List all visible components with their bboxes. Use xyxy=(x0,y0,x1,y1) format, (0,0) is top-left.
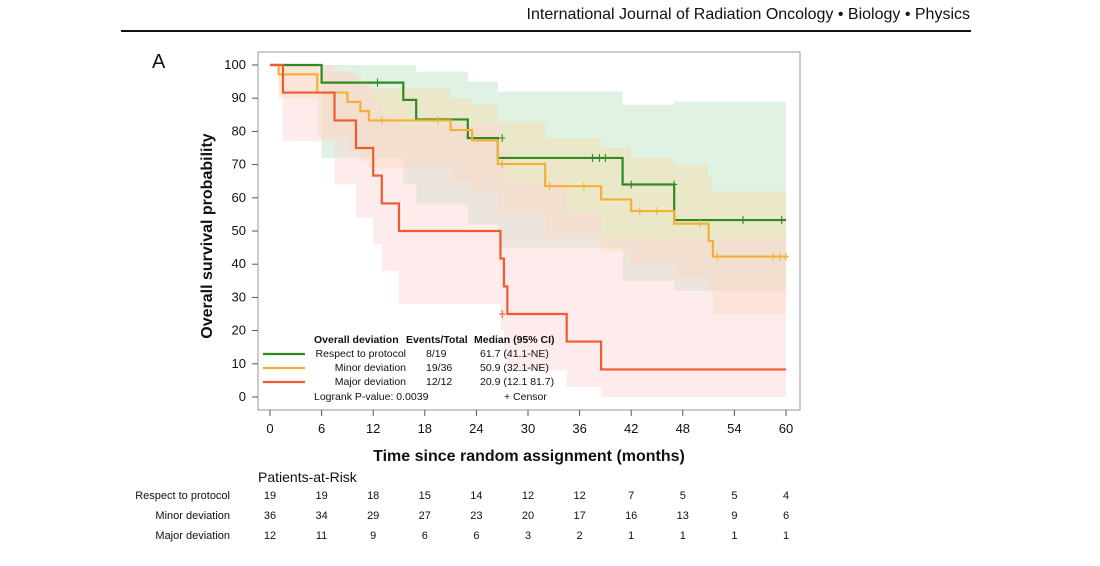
ci-band-1 xyxy=(270,65,786,314)
risk-cell: 23 xyxy=(470,510,483,522)
legend-series-median: 20.9 (12.1 81.7) xyxy=(480,376,554,388)
y-tick-label: 80 xyxy=(232,123,246,138)
risk-cell: 9 xyxy=(731,510,738,522)
risk-cell: 5 xyxy=(731,490,738,502)
legend-header-events: Events/Total xyxy=(406,334,468,346)
risk-cell: 6 xyxy=(473,530,480,542)
risk-cell: 3 xyxy=(524,530,532,542)
y-axis-label: Overall survival probability xyxy=(199,133,216,339)
x-tick-label: 42 xyxy=(624,421,638,436)
risk-row-label: Minor deviation xyxy=(155,510,230,522)
risk-cell: 1 xyxy=(731,530,738,542)
risk-cell: 12 xyxy=(521,490,535,502)
x-tick-label: 6 xyxy=(318,421,325,436)
y-tick-label: 90 xyxy=(232,90,246,105)
x-tick-label: 54 xyxy=(727,421,741,436)
panel-label: A xyxy=(152,51,166,73)
axes: 0 10 20 30 40 50 60 70 80 90 100 0 6 12 18 24 30 36 42 48 54… xyxy=(224,57,793,436)
y-tick-label: 100 xyxy=(224,57,246,72)
legend-header-median: Median (95% CI) xyxy=(474,334,555,346)
y-tick-label: 50 xyxy=(232,223,246,238)
risk-cell: 9 xyxy=(370,530,377,542)
survival-curve-1 xyxy=(270,63,786,258)
legend-series-median: 61.7 (41.1-NE) xyxy=(480,348,549,360)
risk-cell: 1 xyxy=(679,530,686,542)
legend-series-median: 50.9 (32.1-NE) xyxy=(480,362,549,374)
x-tick-label: 24 xyxy=(469,421,483,436)
risk-cell: 29 xyxy=(367,510,380,522)
x-tick-label: 48 xyxy=(676,421,690,436)
risk-cell: 17 xyxy=(573,510,586,522)
y-tick-label: 70 xyxy=(232,157,246,172)
risk-cell: 34 xyxy=(315,510,328,522)
risk-cell: 19 xyxy=(315,490,328,502)
y-tick-label: 0 xyxy=(239,389,246,404)
risk-cell: 13 xyxy=(676,510,689,522)
legend-censor: + Censor xyxy=(504,391,547,403)
x-tick-label: 60 xyxy=(779,421,793,436)
risk-cell: 36 xyxy=(263,510,277,522)
survival-curve-0 xyxy=(270,63,786,222)
y-tick-label: 40 xyxy=(232,256,246,271)
y-tick-label: 10 xyxy=(232,356,246,371)
y-tick-label: 30 xyxy=(232,289,246,304)
legend-logrank: Logrank P-value: 0.0039 xyxy=(314,391,429,403)
legend-series-events: 12/12 xyxy=(426,376,452,388)
risk-cell: 12 xyxy=(263,530,277,542)
risk-cell: 20 xyxy=(521,510,535,522)
risk-cell: 27 xyxy=(418,510,431,522)
risk-cell: 7 xyxy=(628,490,635,502)
risk-cell: 12 xyxy=(573,490,586,502)
journal-title: International Journal of Radiation Oncol… xyxy=(526,6,970,23)
risk-cell: 18 xyxy=(367,490,380,502)
legend-series-name: Respect to protocol xyxy=(316,348,406,360)
risk-cell: 6 xyxy=(782,510,790,522)
x-axis-label: Time since random assignment (months) xyxy=(373,448,685,465)
risk-cell: 19 xyxy=(263,490,277,502)
risk-row-label: Major deviation xyxy=(155,530,230,542)
x-tick-label: 36 xyxy=(572,421,586,436)
risk-table-title: Patients-at-Risk xyxy=(258,469,357,485)
legend-series-name: Major deviation xyxy=(335,376,406,388)
risk-cell: 14 xyxy=(470,490,483,502)
legend-series-events: 19/36 xyxy=(426,362,452,374)
risk-cell: 16 xyxy=(625,510,638,522)
legend-header-group: Overall deviation xyxy=(314,334,399,346)
legend-series-name: Minor deviation xyxy=(335,362,406,374)
y-tick-label: 60 xyxy=(232,190,246,205)
risk-cell: 4 xyxy=(782,490,790,502)
x-tick-label: 30 xyxy=(521,421,535,436)
risk-cell: 1 xyxy=(628,530,635,542)
legend-series-events: 8/19 xyxy=(426,348,447,360)
risk-cell: 15 xyxy=(418,490,431,502)
risk-cell: 11 xyxy=(315,530,328,542)
x-tick-label: 0 xyxy=(266,421,273,436)
risk-cell: 5 xyxy=(679,490,686,502)
legend: Overall deviation Events/Total Median (9… xyxy=(263,334,555,403)
ci-band-2 xyxy=(270,65,786,397)
survival-curve-2 xyxy=(270,63,786,371)
y-tick-label: 20 xyxy=(232,323,246,338)
risk-cell: 1 xyxy=(782,530,790,542)
x-tick-label: 18 xyxy=(418,421,432,436)
risk-cell: 2 xyxy=(576,530,583,542)
censor-marks xyxy=(374,78,789,318)
x-tick-label: 12 xyxy=(366,421,380,436)
risk-row-label: Respect to protocol xyxy=(135,490,230,502)
survival-curves xyxy=(270,63,786,371)
header-rule xyxy=(121,30,971,32)
risk-cell: 6 xyxy=(421,530,428,542)
